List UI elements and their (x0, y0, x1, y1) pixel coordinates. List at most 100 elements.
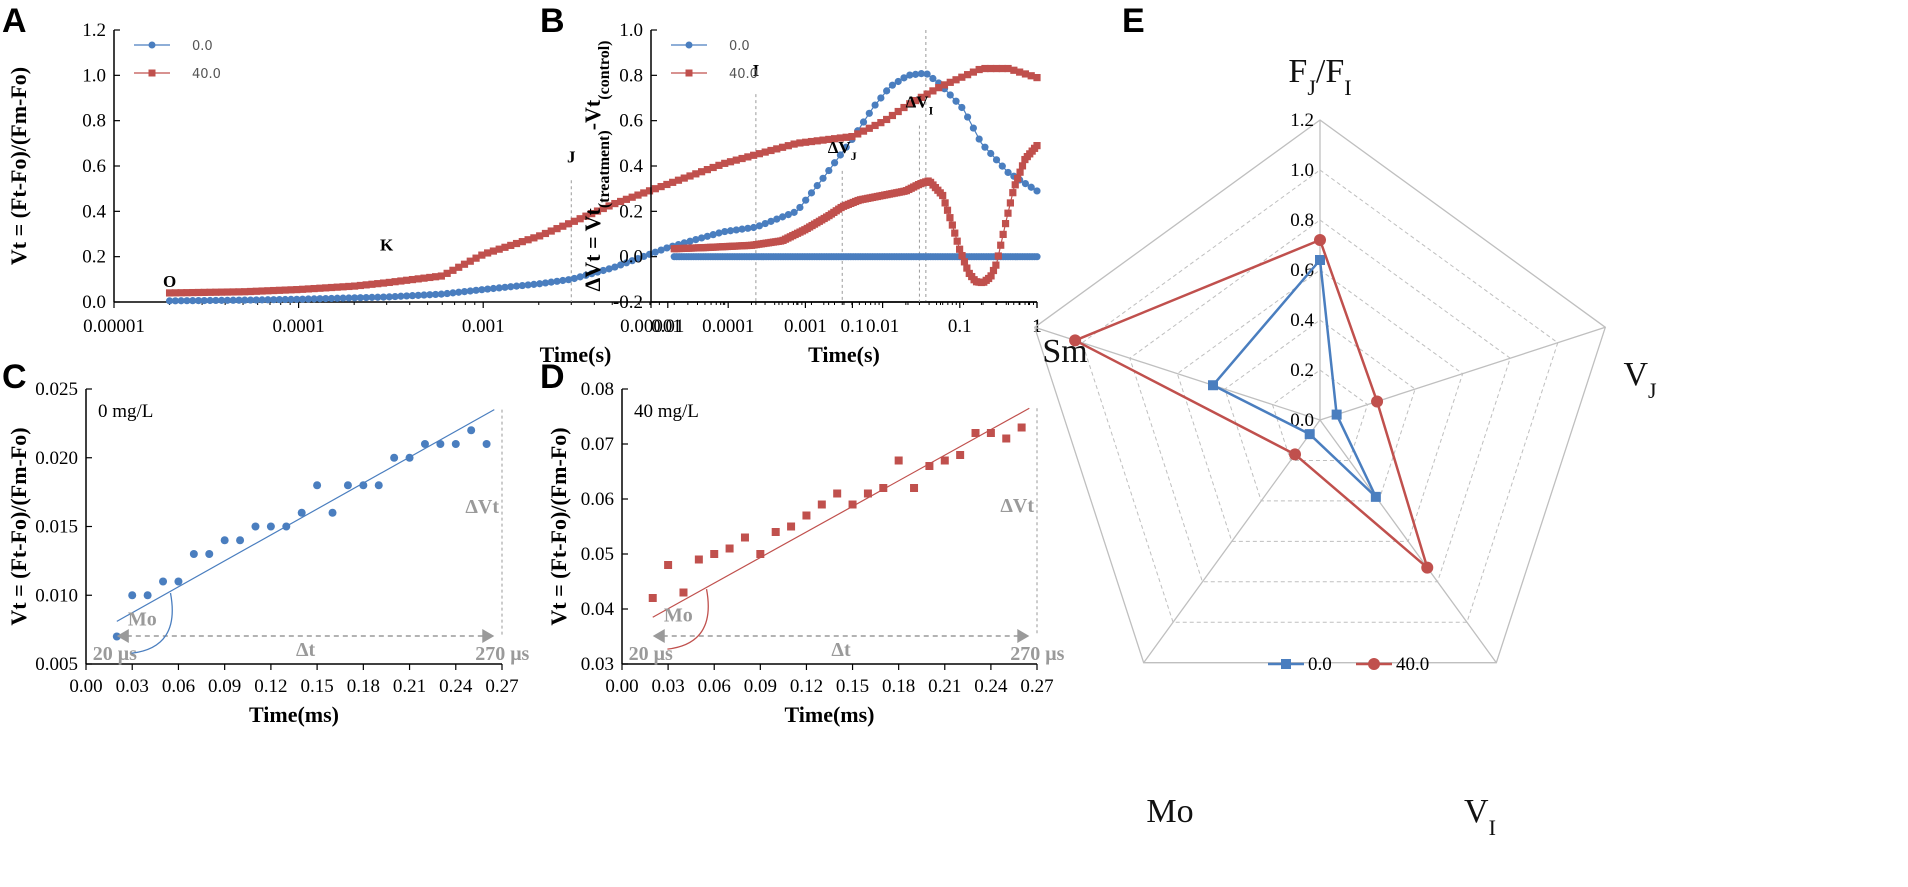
chart-c-point (451, 440, 460, 448)
chart-c-x-tick-label: 0.15 (300, 676, 333, 697)
chart-a-point (842, 143, 850, 151)
chart-b-point (943, 206, 952, 214)
chart-a-point (819, 174, 827, 182)
chart-a-point (929, 87, 937, 95)
chart-a-point (692, 236, 700, 244)
chart-a-point (194, 288, 203, 297)
chart-b-y-tick-label: 1.0 (619, 20, 643, 41)
chart-a-point (998, 162, 1006, 170)
chart-a-point (946, 91, 954, 99)
chart-a-point (721, 159, 729, 167)
chart-a-x-tick-label: 1 (1032, 316, 1042, 337)
chart-a-point (952, 97, 960, 105)
chart-b-y-label: ΔVt = Vt(treatment)-Vt(control) (580, 40, 613, 291)
chart-b-x-tick-label: 0.01 (866, 316, 899, 337)
chart-b-point (963, 264, 971, 272)
chart-e-point (1314, 234, 1326, 246)
chart-e-point (1315, 255, 1325, 265)
chart-a-x-tick-label: 0.00001 (83, 316, 145, 337)
chart-c-x-tick-label: 0.27 (485, 676, 518, 697)
chart-a-point (778, 143, 787, 151)
chart-c-y-label: Vt = (Ft-Fo)/(Fm-Fo) (6, 427, 31, 625)
chart-a-point (460, 288, 469, 296)
chart-c-delta-t-arrow-right (482, 629, 495, 643)
chart-a-panel-label: A (2, 2, 27, 40)
chart-e-legend-label: 0.0 (1308, 654, 1332, 675)
chart-a-annotation: I (753, 61, 760, 80)
chart-a-point (246, 287, 255, 296)
chart-a-point (501, 243, 509, 251)
chart-d-x-tick-label: 0.21 (928, 676, 961, 697)
chart-a-x-tick-label: 0.001 (462, 316, 505, 337)
chart-b-legend-marker (685, 69, 693, 77)
chart-a-point (958, 73, 966, 81)
chart-d-start-label: 20 μs (629, 643, 673, 665)
chart-c-point (482, 440, 491, 448)
chart-a-point (379, 293, 388, 301)
chart-a-point (241, 288, 249, 296)
chart-a-point (790, 140, 798, 148)
chart-c-x-tick-label: 0.21 (393, 676, 426, 697)
chart-a-point (883, 87, 891, 95)
chart-a-legend-label: 40.0 (192, 67, 221, 82)
chart-c-point (189, 550, 198, 558)
chart-a-point (946, 78, 954, 86)
chart-a-point (952, 76, 960, 84)
chart-a-point (281, 295, 289, 304)
chart-b-y-tick-label: 0.8 (619, 65, 643, 86)
chart-c-point (328, 508, 337, 517)
chart-d-point (740, 533, 749, 542)
chart-b-point (1033, 253, 1041, 261)
chart-a-point (356, 281, 365, 290)
chart-c-x-tick-label: 0.06 (162, 676, 195, 697)
chart-e-spoke (1143, 419, 1321, 664)
chart-a-point (333, 294, 341, 302)
chart-a-point (1010, 66, 1018, 74)
chart-a-point (536, 232, 544, 240)
chart-b-x-label: Time(s) (808, 342, 880, 367)
chart-a-point (854, 130, 862, 138)
chart-a-point (593, 268, 602, 276)
chart-a-point (645, 187, 654, 195)
chart-c-fit-line (116, 409, 495, 622)
chart-a-point (726, 227, 735, 235)
chart-b-point (1006, 199, 1014, 207)
chart-a-point (171, 297, 179, 305)
chart-a-point (235, 288, 243, 296)
chart-e-series-polygon-1 (1072, 238, 1430, 572)
chart-b-x-tick-label: 1 (1032, 316, 1042, 337)
chart-b-point (958, 252, 966, 260)
chart-a-point (883, 115, 891, 124)
chart-a-point (807, 189, 816, 197)
chart-a-point (761, 219, 769, 228)
chart-a-point (859, 118, 868, 126)
chart-a-legend-marker (148, 69, 156, 77)
chart-a-point (426, 273, 434, 282)
chart-a-point (559, 276, 567, 285)
chart-a-point (183, 297, 191, 305)
chart-e-point (1370, 491, 1381, 502)
chart-d-point (756, 550, 765, 558)
chart-a-point (223, 296, 231, 304)
chart-b-legend-marker (685, 41, 693, 49)
chart-a-point (310, 284, 318, 293)
chart-a-point (212, 288, 220, 296)
chart-a-point (229, 296, 237, 304)
chart-a-point (825, 135, 833, 144)
chart-a-point (553, 225, 561, 233)
chart-b-x-tick-label: 0.001 (784, 316, 827, 337)
chart-a-point (674, 176, 683, 184)
chart-a-point (443, 289, 451, 298)
chart-d-point (863, 489, 872, 498)
chart-e-radial-tick-label: 0.8 (1290, 210, 1314, 231)
chart-b-point (994, 252, 1002, 260)
chart-b-y-tick-label: -0.2 (613, 292, 643, 313)
chart-d-point (925, 462, 934, 470)
chart-c-point (251, 522, 260, 531)
chart-a-point (235, 296, 243, 304)
chart-a-point (599, 266, 607, 275)
chart-c-point (143, 591, 152, 600)
chart-a-point (408, 275, 417, 284)
chart-a-point (455, 288, 463, 296)
chart-b-y-tick-label: 0.4 (619, 156, 643, 177)
